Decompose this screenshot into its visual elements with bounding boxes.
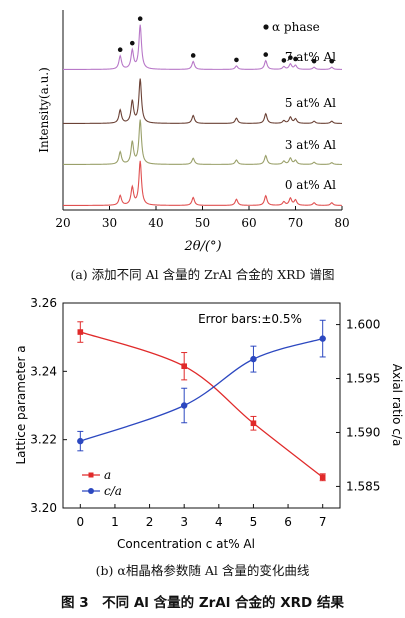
xrd-series-label: 7 at% Al <box>285 50 336 64</box>
alpha-phase-marker <box>288 55 293 60</box>
alpha-phase-marker <box>129 40 135 46</box>
xrd-x-axis-title: 2θ/(°) <box>183 239 221 254</box>
lattice-left-tick-label: 3.26 <box>30 296 57 310</box>
xrd-series-label: 0 at% Al <box>285 178 336 192</box>
data-point-a <box>319 474 326 481</box>
alpha-phase-marker <box>117 47 123 53</box>
lattice-right-tick-label: 1.600 <box>346 318 380 332</box>
lattice-x-tick-label: 4 <box>215 515 223 529</box>
data-point-ca <box>250 355 257 363</box>
data-point-a <box>77 329 84 335</box>
lattice-legend: a c/a <box>82 468 122 498</box>
legend-a-label: a <box>104 468 111 482</box>
lattice-left-tick-label: 3.20 <box>30 501 57 515</box>
xrd-x-tick-label: 80 <box>334 216 349 230</box>
lattice-left-tick-label: 3.24 <box>30 364 57 378</box>
alpha-phase-marker <box>311 58 317 64</box>
xrd-panel: 2θ/(°) Intensity(a.u.) α phase 20 30 40 50 6… <box>37 10 350 254</box>
lattice-series-curve <box>80 337 323 442</box>
lattice-x-tick-label: 5 <box>250 515 258 529</box>
xrd-pattern-line <box>63 78 342 124</box>
lattice-right-tick-label: 1.595 <box>346 372 380 386</box>
lattice-x-tick-label: 3 <box>180 515 188 529</box>
data-point-ca <box>180 402 188 409</box>
xrd-x-tick-label: 50 <box>195 216 210 230</box>
alpha-phase-marker <box>281 58 287 63</box>
lattice-plot-frame <box>62 302 341 509</box>
lattice-x-tick-label: 7 <box>319 515 327 529</box>
lattice-right-tick-label: 1.585 <box>346 479 380 493</box>
panel-a-caption: (a) 添加不同 Al 含量的 ZrAl 合金的 XRD 谱图 <box>70 267 335 282</box>
lattice-x-tick-label: 0 <box>76 515 84 529</box>
xrd-pattern-line <box>63 160 342 206</box>
xrd-legend: α phase <box>263 20 320 34</box>
xrd-x-tick-label: 20 <box>55 216 70 230</box>
alpha-phase-marker <box>263 52 269 57</box>
lattice-x-tick-label: 1 <box>111 515 119 529</box>
xrd-pattern-line <box>63 24 343 70</box>
alpha-phase-marker <box>137 16 143 22</box>
alpha-phase-legend-label: α phase <box>272 20 320 34</box>
xrd-x-tick-label: 60 <box>241 216 256 230</box>
lattice-x-tick-label: 2 <box>146 515 154 529</box>
xrd-x-tick-label: 70 <box>288 216 303 230</box>
legend-a-marker <box>88 472 94 478</box>
figure-title: 图 3 不同 Al 含量的 ZrAl 合金的 XRD 结果 <box>61 595 344 611</box>
error-bars-annotation: Error bars:±0.5% <box>198 312 302 326</box>
alpha-phase-marker <box>329 58 335 64</box>
lattice-panel: Concentration c at% Al Lattice parameter… <box>14 296 404 551</box>
xrd-pattern-line <box>63 119 343 165</box>
xrd-x-tick-label: 30 <box>102 216 117 230</box>
lattice-left-tick-label: 3.22 <box>30 433 57 447</box>
lattice-x-axis-title: Concentration c at% Al <box>117 537 255 551</box>
alpha-phase-marker <box>293 56 298 62</box>
xrd-series-label: 3 at% Al <box>285 138 336 152</box>
lattice-x-tick-label: 6 <box>284 515 292 529</box>
data-point-ca <box>319 335 326 342</box>
lattice-right-tick-label: 1.590 <box>346 425 380 439</box>
xrd-series-label: 5 at% Al <box>285 96 336 110</box>
data-point-ca <box>77 437 84 445</box>
legend-ca-marker <box>88 488 94 494</box>
alpha-phase-marker <box>234 57 239 63</box>
alpha-phase-marker <box>190 53 196 58</box>
alpha-phase-legend-marker <box>263 24 269 30</box>
xrd-y-axis-title: Intensity(a.u.) <box>37 67 51 153</box>
lattice-right-axis-title: Axial ratio c/a <box>390 364 404 447</box>
lattice-series-curve <box>80 331 324 478</box>
legend-ca-label: c/a <box>104 484 122 498</box>
data-point-a <box>250 420 257 427</box>
lattice-left-axis-title: Lattice parameter a <box>14 345 28 464</box>
xrd-x-tick-label: 40 <box>148 216 163 230</box>
data-point-a <box>181 363 187 370</box>
panel-b-caption: (b) α相晶格参数随 Al 含量的变化曲线 <box>95 563 310 578</box>
